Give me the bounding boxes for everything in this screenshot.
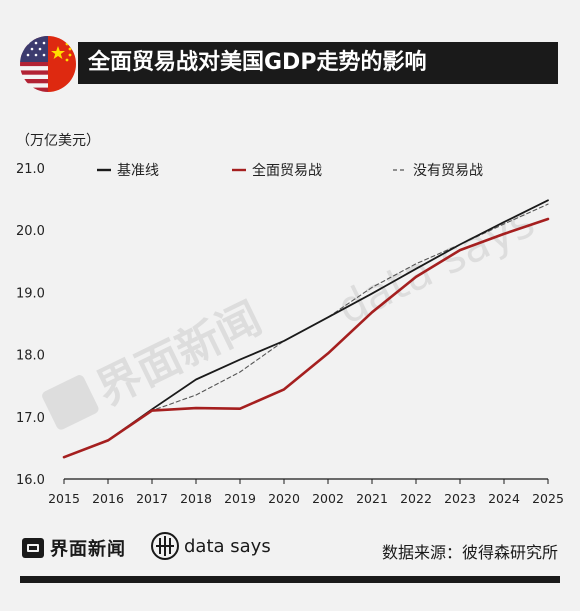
datasays-logo-icon: [151, 532, 179, 560]
title-bar: 全面贸易战对美国GDP走势的影响: [78, 42, 558, 84]
bottom-rule: [20, 576, 560, 583]
jiemian-logo-text: 界面新闻: [50, 539, 126, 560]
x-tick-label: 2021: [356, 491, 388, 506]
x-tick-label: 2002: [312, 491, 344, 506]
datasays-logo-text: data says: [184, 535, 271, 557]
x-tick-label: 2024: [488, 491, 520, 506]
y-tick-label: 20.0: [16, 224, 45, 239]
y-tick-label: 19.0: [16, 286, 45, 301]
legend-label: 全面贸易战: [252, 162, 322, 179]
y-tick-label: 18.0: [16, 349, 45, 364]
y-axis-unit-label: （万亿美元）: [16, 133, 100, 149]
jiemian-logo: 界面新闻: [22, 534, 126, 562]
series-line-baseline: [63, 199, 549, 459]
x-tick-label: 2016: [92, 491, 124, 506]
chart-title: 全面贸易战对美国GDP走势的影响: [88, 50, 427, 75]
x-tick-label: 2015: [48, 491, 80, 506]
x-tick-label: 2018: [180, 491, 212, 506]
y-tick-label: 17.0: [16, 411, 45, 426]
x-tick-label: 2017: [136, 491, 168, 506]
legend-label: 基准线: [117, 162, 159, 179]
data-source: 数据来源：彼得森研究所: [381, 543, 558, 562]
x-tick-label: 2019: [224, 491, 256, 506]
x-tick-label: 2023: [444, 491, 476, 506]
datasays-logo: data says: [150, 530, 271, 562]
legend-label: 没有贸易战: [413, 163, 483, 179]
y-tick-label: 16.0: [16, 473, 45, 488]
y-tick-label: 21.0: [16, 162, 45, 177]
x-tick-label: 2025: [532, 491, 564, 506]
x-tick-label: 2022: [400, 491, 432, 506]
jiemian-logo-icon: [22, 538, 44, 558]
x-tick-label: 2020: [268, 491, 300, 506]
series-line-full-trade-war: [62, 217, 550, 459]
